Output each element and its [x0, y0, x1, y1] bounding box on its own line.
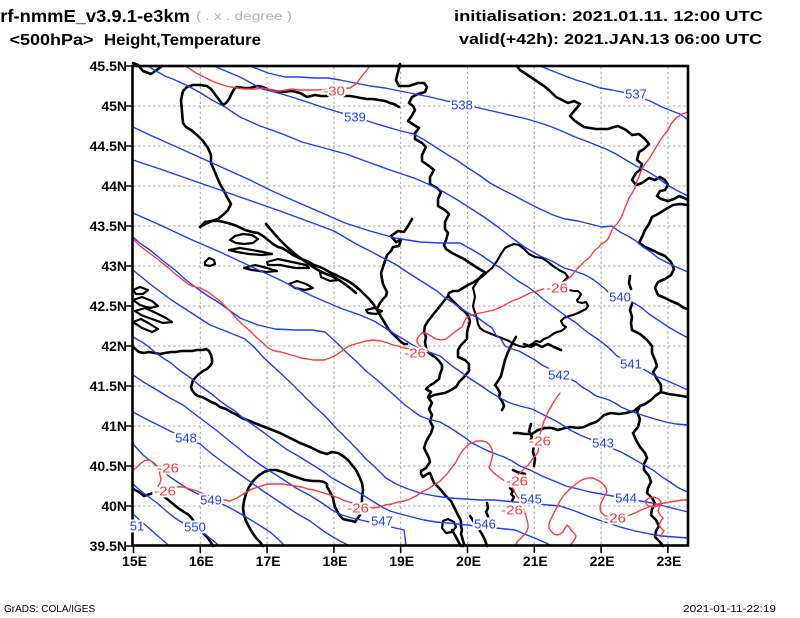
- svg-text:544: 544: [615, 490, 637, 505]
- svg-text:-30: -30: [323, 83, 345, 98]
- svg-text:2021-01-11-22:19: 2021-01-11-22:19: [683, 603, 776, 615]
- svg-text:45N: 45N: [101, 98, 127, 114]
- svg-text:538: 538: [451, 97, 473, 112]
- svg-text:( . x . degree ): ( . x . degree ): [196, 11, 292, 23]
- svg-text:42N: 42N: [101, 338, 127, 354]
- svg-text:39.5N: 39.5N: [90, 538, 127, 554]
- svg-text:-26: -26: [154, 483, 176, 498]
- svg-text:541: 541: [620, 356, 642, 371]
- svg-text:45.5N: 45.5N: [90, 58, 127, 74]
- svg-text:17E: 17E: [256, 553, 281, 569]
- svg-text:21E: 21E: [523, 553, 548, 569]
- svg-text:548: 548: [175, 430, 197, 445]
- svg-text:40N: 40N: [101, 498, 127, 514]
- svg-text:542: 542: [548, 367, 570, 382]
- svg-text:-26: -26: [404, 345, 426, 360]
- svg-text:43.5N: 43.5N: [90, 218, 127, 234]
- svg-text:-26: -26: [501, 502, 523, 517]
- svg-text:40.5N: 40.5N: [90, 458, 127, 474]
- svg-text:44N: 44N: [101, 178, 127, 194]
- svg-text:18E: 18E: [322, 553, 347, 569]
- svg-text:16E: 16E: [189, 553, 214, 569]
- svg-text:-26: -26: [347, 500, 369, 515]
- svg-text:wrf-nmmE_v3.9.1-e3km: wrf-nmmE_v3.9.1-e3km: [0, 6, 190, 26]
- svg-text:19E: 19E: [389, 553, 414, 569]
- svg-text:-26: -26: [546, 280, 568, 295]
- svg-text:<500hPa>: <500hPa>: [10, 32, 94, 49]
- svg-text:22E: 22E: [590, 553, 615, 569]
- svg-text:-26: -26: [604, 510, 626, 525]
- svg-text:43N: 43N: [101, 258, 127, 274]
- svg-text:549: 549: [200, 492, 222, 507]
- svg-text:540: 540: [609, 289, 631, 304]
- svg-text:41.5N: 41.5N: [90, 378, 127, 394]
- svg-text:543: 543: [592, 435, 614, 450]
- svg-text:GrADS: COLA/IGES: GrADS: COLA/IGES: [4, 604, 95, 615]
- svg-text:23E: 23E: [656, 553, 681, 569]
- svg-text:547: 547: [371, 513, 393, 528]
- svg-text:537: 537: [625, 86, 647, 101]
- svg-text:15E: 15E: [122, 553, 147, 569]
- svg-text:44.5N: 44.5N: [90, 138, 127, 154]
- svg-text:51: 51: [130, 518, 144, 533]
- svg-text:initialisation: 2021.01.11.: initialisation: 2021.01.11. 12:00 UTC: [454, 9, 764, 25]
- svg-text:41N: 41N: [101, 418, 127, 434]
- svg-text:42.5N: 42.5N: [90, 298, 127, 314]
- svg-text:550: 550: [184, 519, 206, 534]
- svg-text:546: 546: [474, 516, 496, 531]
- svg-text:545: 545: [520, 491, 542, 506]
- svg-text:-26: -26: [157, 460, 179, 475]
- svg-text:20E: 20E: [456, 553, 481, 569]
- svg-text:539: 539: [344, 109, 366, 124]
- svg-text:valid(+42h): 2021.JAN.13 06:00: valid(+42h): 2021.JAN.13 06:00 UTC: [459, 32, 763, 48]
- svg-text:-26: -26: [506, 473, 528, 488]
- svg-text:Height,Temperature: Height,Temperature: [104, 32, 261, 49]
- svg-text:-26: -26: [529, 433, 551, 448]
